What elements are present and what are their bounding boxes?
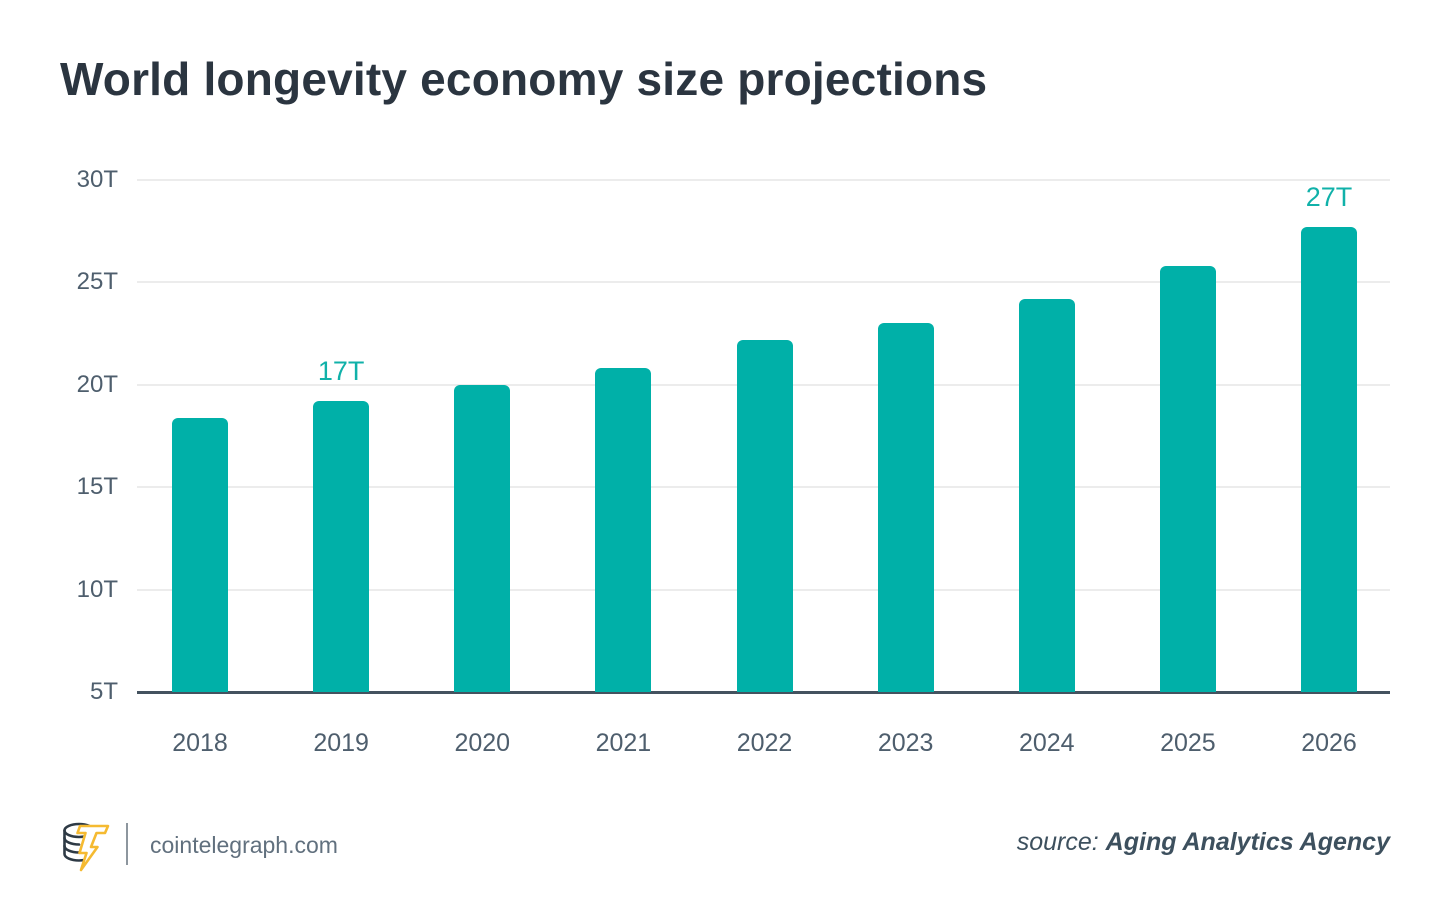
xtick-label-2018: 2018 bbox=[172, 729, 228, 757]
coin-stack-lightning-icon bbox=[63, 822, 110, 872]
xtick-label-2026: 2026 bbox=[1301, 729, 1357, 757]
xtick-label-2024: 2024 bbox=[1018, 729, 1075, 757]
xtick-label-2023: 2023 bbox=[877, 729, 934, 757]
bar-2018 bbox=[172, 417, 228, 692]
bar-2020 bbox=[454, 384, 511, 692]
bar-2026 bbox=[1301, 227, 1357, 692]
footer-site-label: cointelegraph.com bbox=[150, 832, 338, 858]
xtick-label-2019: 2019 bbox=[313, 729, 369, 757]
gridline-30T bbox=[137, 179, 1390, 181]
xtick-label-2025: 2025 bbox=[1160, 729, 1216, 757]
ytick-label-5T: 5T bbox=[89, 678, 118, 705]
xtick-label-2020: 2020 bbox=[454, 729, 511, 757]
footer-divider bbox=[126, 823, 128, 865]
bar-2024 bbox=[1018, 298, 1075, 692]
gridline-25T bbox=[137, 281, 1390, 284]
bar-2019 bbox=[313, 401, 370, 692]
source-credit: source: Aging Analytics Agency bbox=[1017, 828, 1390, 857]
xtick-label-2021: 2021 bbox=[595, 729, 652, 757]
ytick-label-10T: 10T bbox=[76, 575, 118, 603]
bar-2021 bbox=[595, 368, 652, 692]
bar-2023 bbox=[877, 323, 934, 692]
ytick-label-25T: 25T bbox=[76, 268, 118, 296]
ytick-label-20T: 20T bbox=[76, 370, 118, 398]
cointelegraph-logo bbox=[58, 817, 114, 873]
bar-value-label-2026: 27T bbox=[1305, 182, 1353, 213]
ytick-label-15T: 15T bbox=[76, 473, 118, 501]
x-axis-line bbox=[137, 691, 1390, 694]
bar-2022 bbox=[736, 339, 793, 692]
source-prefix: source: bbox=[1016, 828, 1106, 856]
bar-value-label-2019: 17T bbox=[317, 356, 365, 387]
bar-2025 bbox=[1159, 266, 1216, 692]
footer: cointelegraph.com source: Aging Analytic… bbox=[0, 792, 1450, 912]
lightning-bolt-icon bbox=[76, 824, 110, 872]
ytick-label-30T: 30T bbox=[76, 166, 118, 193]
source-name: Aging Analytics Agency bbox=[1105, 828, 1390, 856]
chart-title: World longevity economy size projections bbox=[60, 53, 988, 105]
xtick-label-2022: 2022 bbox=[736, 729, 793, 757]
